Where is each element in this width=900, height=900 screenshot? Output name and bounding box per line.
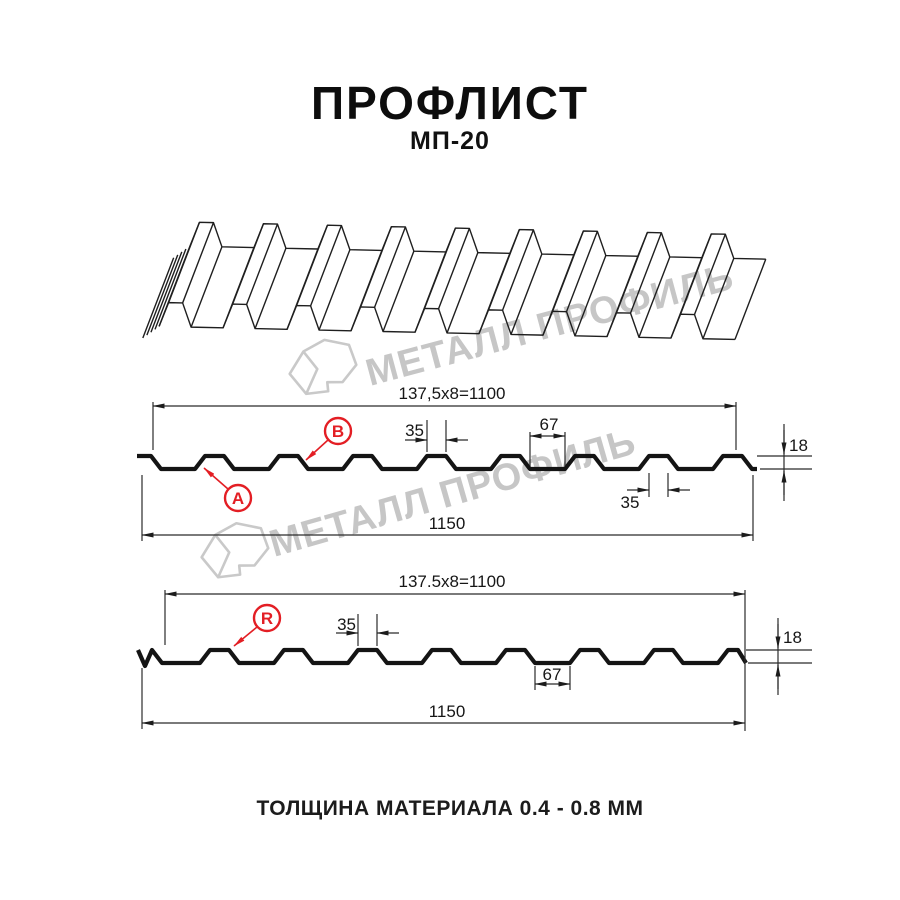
dim-profile-height-value: 18 bbox=[783, 628, 802, 647]
dim-total-width bbox=[141, 668, 746, 729]
dim-valley-width bbox=[534, 666, 571, 690]
cross-section-bottom: 137.5x8=1100 35 67 18 bbox=[136, 572, 812, 731]
dim-rib-width-bottom-value: 35 bbox=[621, 493, 640, 512]
profile-model-subtitle: МП-20 bbox=[410, 127, 490, 155]
label-a-marker: A bbox=[203, 467, 253, 513]
label-a-text: A bbox=[232, 489, 244, 508]
dim-valley-width bbox=[529, 432, 566, 466]
dim-profile-height-value: 18 bbox=[789, 436, 808, 455]
dim-valley-width-value: 67 bbox=[540, 415, 559, 434]
dim-profile-height bbox=[746, 618, 812, 695]
dim-total-width-value: 1150 bbox=[429, 702, 466, 721]
dim-module-width bbox=[164, 590, 746, 731]
dim-rib-width-top-value: 35 bbox=[405, 421, 424, 440]
dim-rib-width-top-value: 35 bbox=[337, 615, 356, 634]
dim-module-width-value: 137.5x8=1100 bbox=[399, 572, 506, 591]
dim-valley-width-value: 67 bbox=[543, 665, 562, 684]
material-thickness-note: ТОЛЩИНА МАТЕРИАЛА 0.4 - 0.8 ММ bbox=[256, 797, 644, 820]
cross-section-top: 137,5x8=1100 35 67 35 bbox=[137, 384, 812, 541]
label-r-marker: R bbox=[233, 603, 282, 647]
label-r-text: R bbox=[261, 609, 273, 628]
sheet-3d-view bbox=[142, 221, 767, 341]
brand-logo-icon bbox=[200, 521, 270, 579]
label-b-text: B bbox=[332, 422, 344, 441]
dim-module-width bbox=[152, 402, 737, 450]
dim-profile-height bbox=[757, 424, 812, 501]
brand-logo-icon bbox=[288, 338, 358, 396]
page-title: ПРОФЛИСТ bbox=[311, 77, 589, 129]
dim-rib-width-top bbox=[336, 614, 399, 646]
label-b-marker: B bbox=[305, 416, 353, 461]
watermark-lower: МЕТАЛЛ ПРОФИЛЬ bbox=[200, 421, 641, 579]
dim-rib-width-top bbox=[405, 420, 468, 452]
dim-total-width-value: 1150 bbox=[429, 514, 466, 533]
dim-rib-width-bottom bbox=[627, 473, 690, 497]
dim-module-width-value: 137,5x8=1100 bbox=[399, 384, 506, 403]
dim-total-width bbox=[141, 475, 754, 541]
profile-outline bbox=[136, 647, 748, 669]
profile-outline bbox=[137, 453, 757, 472]
watermark-text: МЕТАЛЛ ПРОФИЛЬ bbox=[265, 421, 641, 566]
